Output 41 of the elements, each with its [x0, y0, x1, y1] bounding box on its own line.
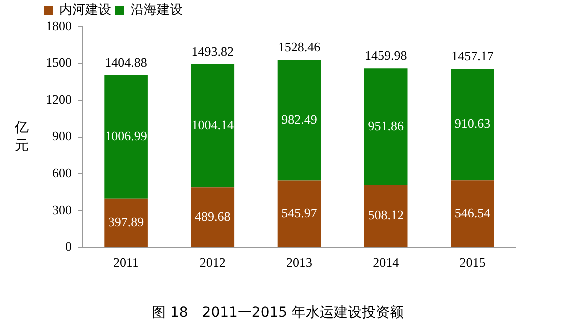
data-label: 982.49	[282, 112, 318, 127]
data-label: 545.97	[282, 205, 318, 220]
y-tick-label: 1200	[46, 92, 72, 107]
legend-label: 沿海建设	[131, 2, 183, 18]
x-tick-label: 2013	[286, 254, 312, 270]
total-label: 1493.82	[192, 44, 234, 59]
text: 图 18 2011一2015 年水运建设投资额	[152, 305, 404, 322]
data-label: 910.63	[454, 116, 491, 132]
legend-label: 内河建设	[60, 2, 112, 18]
x-tick-label: 2011	[114, 254, 140, 270]
y-tick-label: 300	[52, 202, 72, 218]
data-label: 508.12	[368, 208, 404, 223]
y-axis-title: 亿元	[14, 120, 29, 154]
bar	[104, 75, 148, 199]
data-label: 546.54	[454, 205, 492, 220]
data-label: 1004.14	[192, 117, 235, 132]
x-tick-label: 2012	[200, 254, 226, 270]
data-label: 1006.99	[105, 128, 148, 144]
y-tick-label: 1500	[46, 55, 72, 70]
total-label: 1457.17	[452, 48, 494, 64]
data-label: 951.86	[368, 118, 404, 134]
x-tick-label: 2015	[460, 254, 486, 270]
bar	[451, 180, 494, 248]
total-label: 1528.46	[278, 40, 322, 55]
bar	[364, 185, 408, 248]
total-label: 1459.98	[364, 48, 408, 64]
y-tick-label: 0	[66, 239, 72, 254]
data-label: 397.89	[108, 214, 144, 230]
total-label: 1404.88	[105, 54, 148, 70]
bar	[104, 198, 148, 248]
bar	[278, 60, 322, 181]
data-label: 489.68	[195, 208, 231, 224]
bar	[364, 68, 408, 186]
bar	[278, 180, 322, 248]
y-tick-label: 1800	[46, 18, 72, 34]
y-tick-label: 600	[52, 165, 72, 180]
bar	[451, 69, 494, 181]
bar	[191, 188, 235, 248]
y-tick-label: 900	[52, 128, 72, 144]
x-tick-label: 2014	[373, 254, 400, 270]
bar	[191, 64, 235, 188]
